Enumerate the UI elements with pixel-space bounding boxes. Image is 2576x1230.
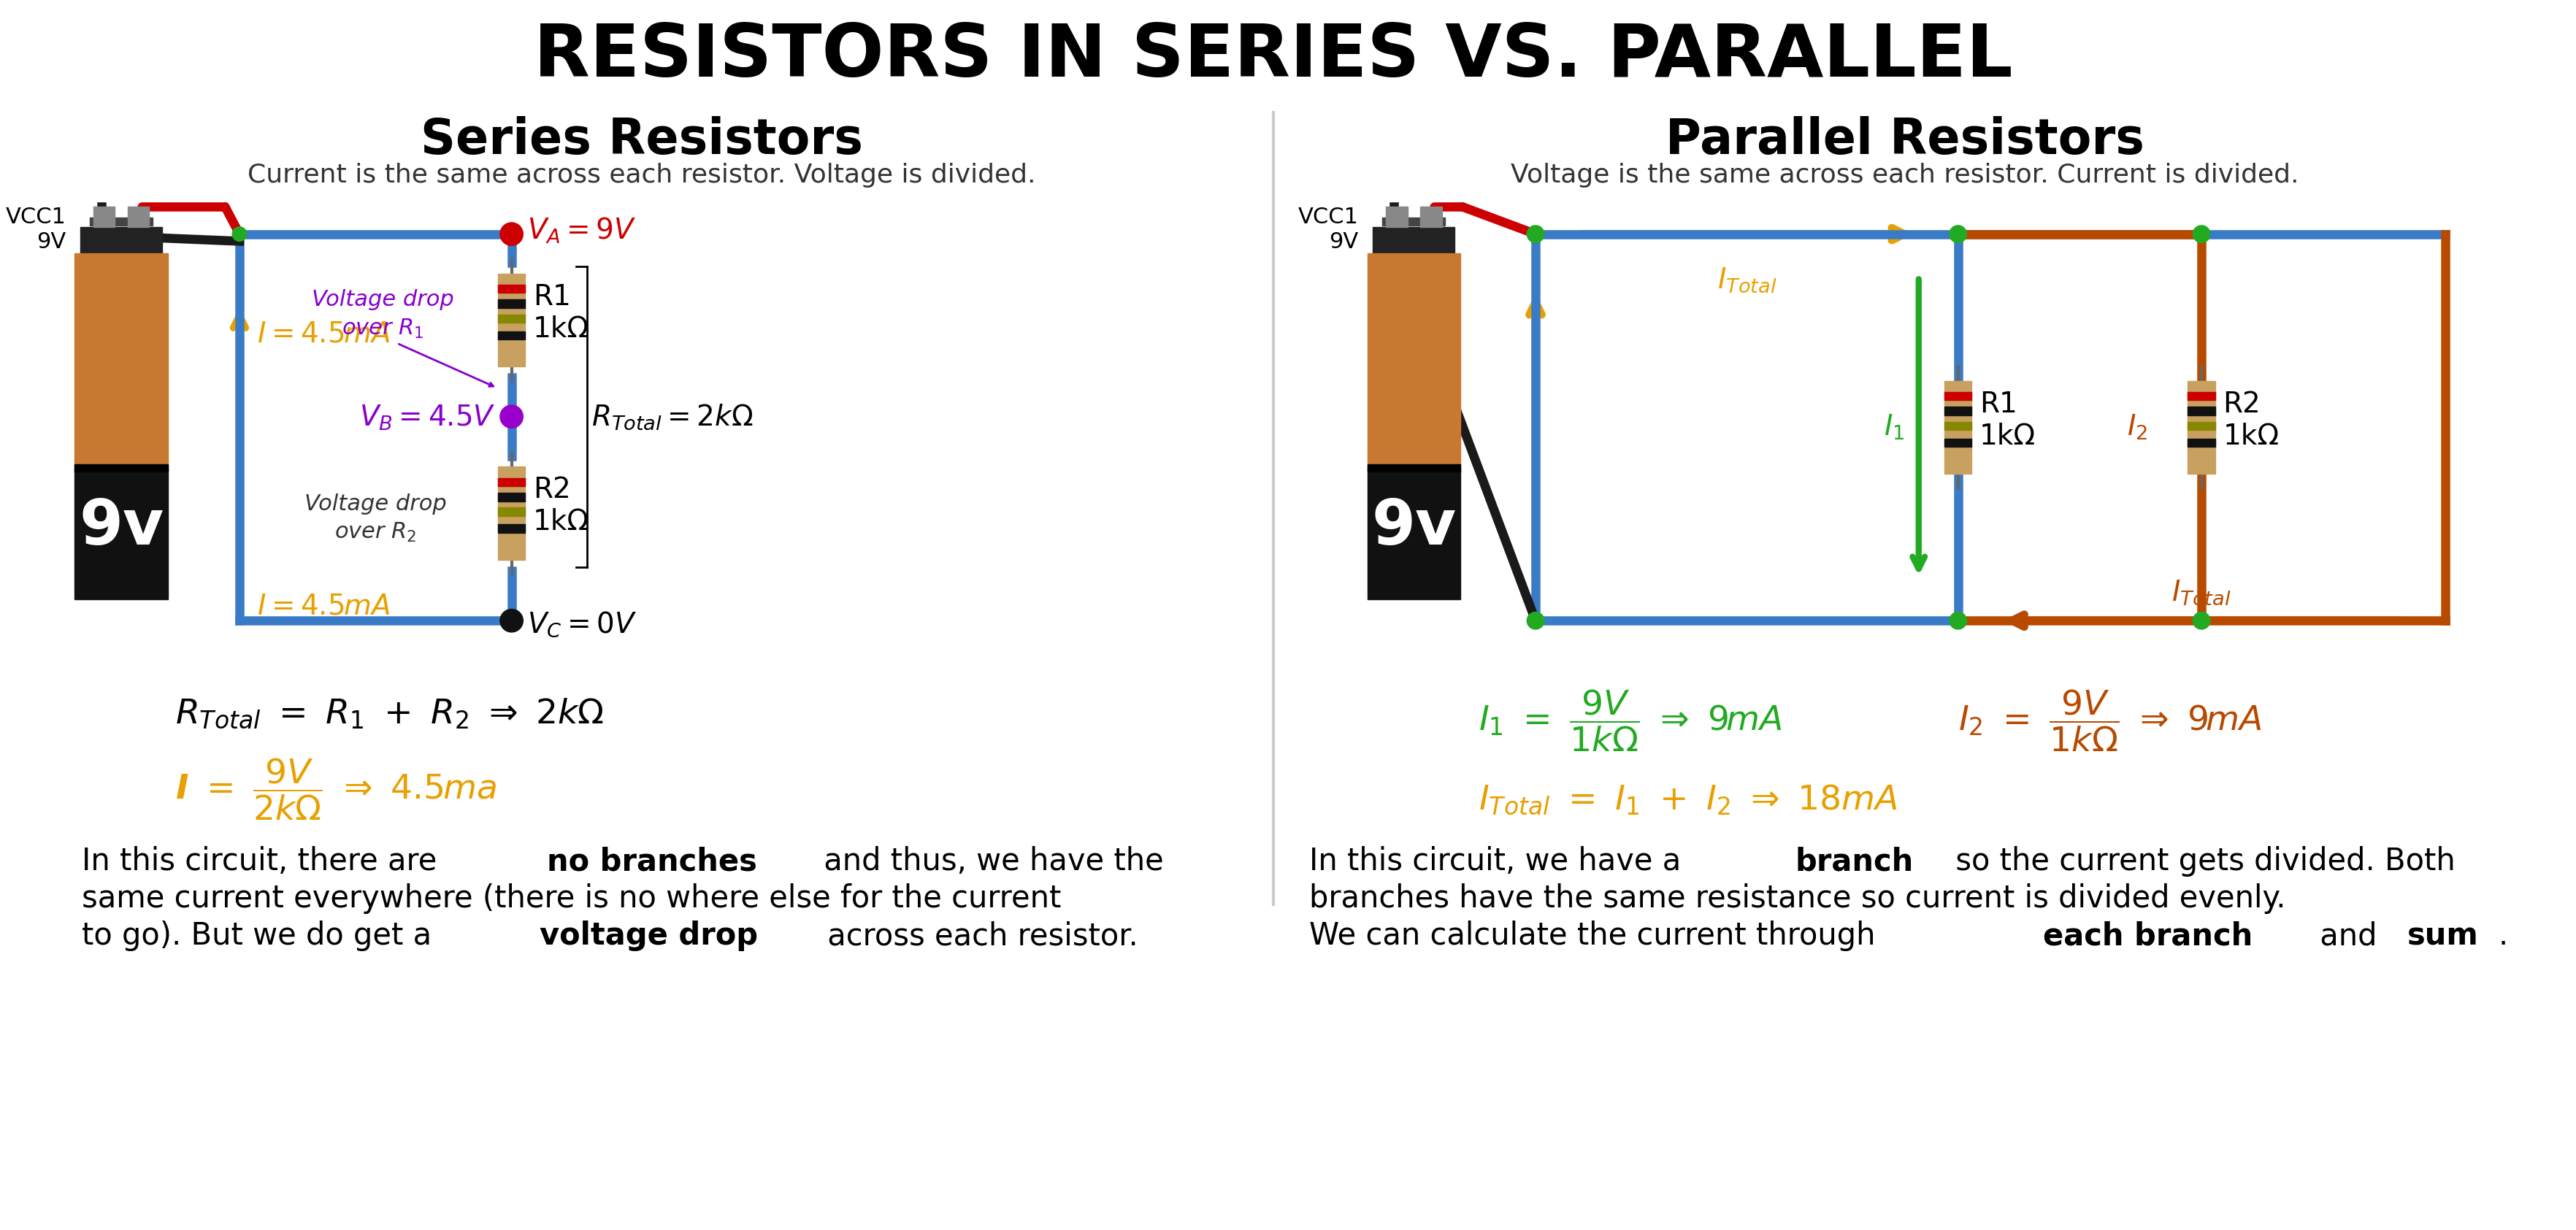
Bar xyxy=(80,226,162,253)
Bar xyxy=(497,273,526,367)
Text: VCC1
9V: VCC1 9V xyxy=(1298,207,1358,252)
Text: RESISTORS IN SERIES VS. PARALLEL: RESISTORS IN SERIES VS. PARALLEL xyxy=(533,21,2012,92)
Text: $V_A = 9V$: $V_A = 9V$ xyxy=(528,215,636,245)
Bar xyxy=(497,478,526,486)
Text: Voltage drop
over $R_1$: Voltage drop over $R_1$ xyxy=(312,289,453,339)
Circle shape xyxy=(1950,225,1965,242)
Bar xyxy=(1945,407,1971,416)
Text: Voltage drop
over $R_2$: Voltage drop over $R_2$ xyxy=(304,493,446,544)
Text: and: and xyxy=(2311,920,2385,951)
Text: In this circuit, we have a: In this circuit, we have a xyxy=(1309,846,1690,877)
Bar xyxy=(1383,218,1445,226)
Bar xyxy=(75,465,167,472)
Bar xyxy=(93,207,116,226)
Bar xyxy=(497,315,526,322)
Bar xyxy=(497,493,526,501)
Bar xyxy=(2187,381,2215,474)
Text: and thus, we have the: and thus, we have the xyxy=(814,846,1164,877)
Text: $I = 4.5mA$: $I = 4.5mA$ xyxy=(258,321,392,348)
Text: $I_1$: $I_1$ xyxy=(1883,413,1904,442)
Bar xyxy=(1368,253,1461,469)
Text: $I_{Total}$: $I_{Total}$ xyxy=(2172,578,2231,606)
Text: R1
1kΩ: R1 1kΩ xyxy=(1978,390,2035,450)
Text: 9v: 9v xyxy=(80,497,165,557)
Text: $V_C = 0V$: $V_C = 0V$ xyxy=(528,610,636,638)
Text: branch: branch xyxy=(1795,846,1914,877)
Text: voltage drop: voltage drop xyxy=(541,920,757,951)
Text: R2
1kΩ: R2 1kΩ xyxy=(533,476,590,536)
Text: Current is the same across each resistor. Voltage is divided.: Current is the same across each resistor… xyxy=(247,162,1036,187)
Bar xyxy=(1945,392,1971,401)
Bar xyxy=(1945,381,1971,474)
Circle shape xyxy=(1950,613,1965,630)
Text: $\boldsymbol{I}\ =\ \dfrac{9V}{2k\Omega}\ \Rightarrow\ 4.5ma$: $\boldsymbol{I}\ =\ \dfrac{9V}{2k\Omega}… xyxy=(175,756,497,822)
Text: $\boldsymbol{R_{Total}} = 2k\Omega$: $\boldsymbol{R_{Total}} = 2k\Omega$ xyxy=(592,402,752,430)
Bar xyxy=(497,508,526,517)
Bar xyxy=(1373,226,1455,253)
Bar xyxy=(2187,392,2215,401)
Bar xyxy=(1368,469,1461,599)
Text: $I_1\ =\ \dfrac{9V}{1k\Omega}\ \Rightarrow\ 9mA$: $I_1\ =\ \dfrac{9V}{1k\Omega}\ \Rightarr… xyxy=(1479,688,1783,754)
Text: $I = 4.5mA$: $I = 4.5mA$ xyxy=(258,593,392,620)
Text: $\boldsymbol{R_{Total}}\ =\ R_1\ +\ R_2\ \Rightarrow\ 2k\Omega$: $\boldsymbol{R_{Total}}\ =\ R_1\ +\ R_2\… xyxy=(175,697,603,731)
Bar xyxy=(75,469,167,599)
Bar xyxy=(497,331,526,339)
Bar xyxy=(1945,439,1971,446)
Circle shape xyxy=(500,223,523,246)
Circle shape xyxy=(1528,613,1543,630)
Text: R1
1kΩ: R1 1kΩ xyxy=(533,283,590,343)
Bar xyxy=(497,524,526,533)
Circle shape xyxy=(232,226,247,241)
Bar xyxy=(2187,407,2215,416)
Bar xyxy=(90,218,152,226)
Circle shape xyxy=(1528,225,1543,242)
Bar xyxy=(1945,422,1971,430)
Bar xyxy=(497,284,526,293)
Text: each branch: each branch xyxy=(2043,920,2251,951)
Text: $I_{Total}$: $I_{Total}$ xyxy=(1718,266,1777,294)
Text: .: . xyxy=(2499,920,2509,951)
Text: to go). But we do get a: to go). But we do get a xyxy=(82,920,440,951)
Text: R2
1kΩ: R2 1kΩ xyxy=(2223,390,2280,450)
Bar xyxy=(75,253,167,469)
Text: same current everywhere (there is no where else for the current: same current everywhere (there is no whe… xyxy=(82,883,1061,914)
Text: branches have the same resistance so current is divided evenly.: branches have the same resistance so cur… xyxy=(1309,883,2285,914)
Text: $I_2$: $I_2$ xyxy=(2128,413,2148,442)
Circle shape xyxy=(500,609,523,632)
Text: VCC1
9V: VCC1 9V xyxy=(5,207,67,252)
Bar xyxy=(1386,207,1406,226)
Text: Series Resistors: Series Resistors xyxy=(420,116,863,164)
Circle shape xyxy=(2192,225,2210,242)
Text: $I_2\ =\ \dfrac{9V}{1k\Omega}\ \Rightarrow\ 9mA$: $I_2\ =\ \dfrac{9V}{1k\Omega}\ \Rightarr… xyxy=(1958,688,2262,754)
Text: $I_{Total}\ =\ I_1\ +\ I_2\ \Rightarrow\ 18mA$: $I_{Total}\ =\ I_1\ +\ I_2\ \Rightarrow\… xyxy=(1479,784,1899,817)
Bar xyxy=(497,466,526,560)
Text: $V_B = 4.5V$: $V_B = 4.5V$ xyxy=(361,403,495,433)
Bar xyxy=(2187,439,2215,446)
Text: In this circuit, there are: In this circuit, there are xyxy=(82,846,446,877)
Text: Voltage is the same across each resistor. Current is divided.: Voltage is the same across each resistor… xyxy=(1512,162,2300,187)
Bar xyxy=(1419,207,1443,226)
Bar xyxy=(497,299,526,308)
Circle shape xyxy=(2192,613,2210,630)
Bar xyxy=(2187,422,2215,430)
Circle shape xyxy=(500,405,523,428)
Bar xyxy=(1368,465,1461,472)
Text: We can calculate the current through: We can calculate the current through xyxy=(1309,920,1886,951)
Text: across each resistor.: across each resistor. xyxy=(819,920,1139,951)
Text: 9v: 9v xyxy=(1370,497,1455,557)
Text: so the current gets divided. Both: so the current gets divided. Both xyxy=(1945,846,2455,877)
Text: no branches: no branches xyxy=(546,846,757,877)
Text: Parallel Resistors: Parallel Resistors xyxy=(1667,116,2143,164)
Bar xyxy=(129,207,149,226)
Text: sum: sum xyxy=(2409,920,2478,951)
